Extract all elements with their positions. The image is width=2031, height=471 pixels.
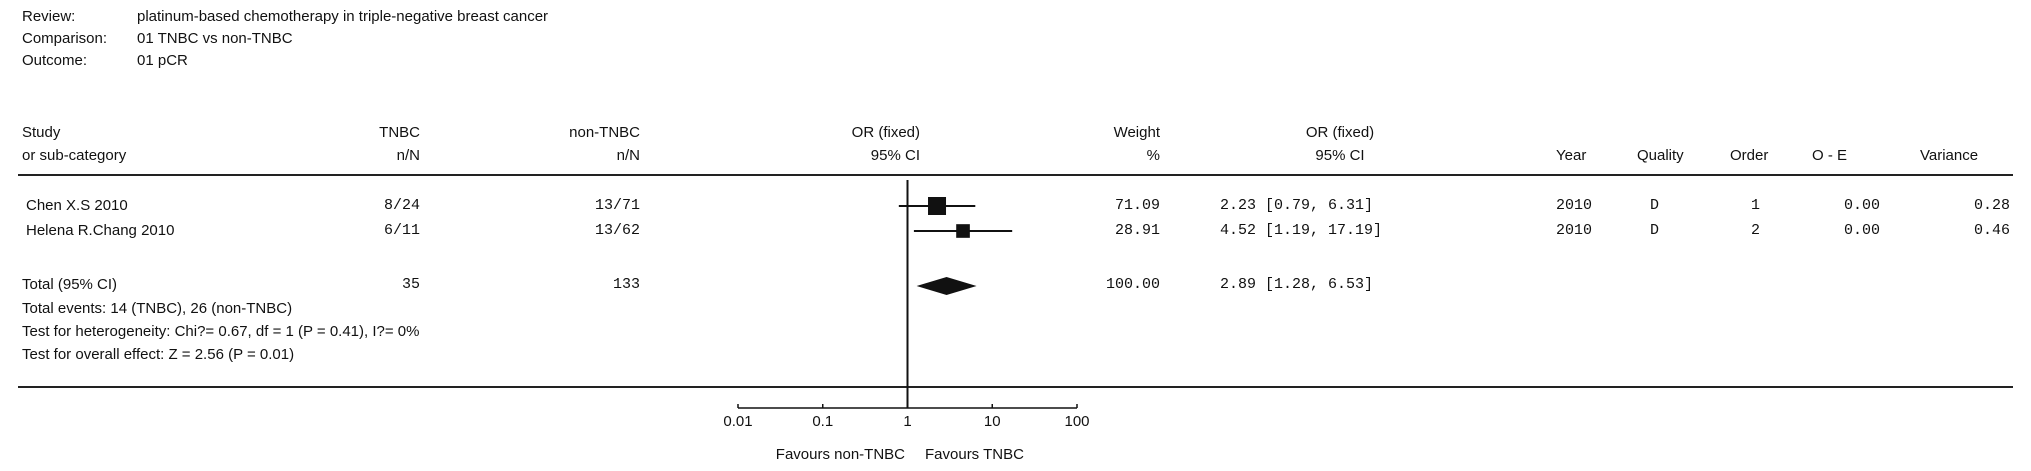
header-oe: O - E: [1812, 147, 1848, 164]
study-year: 2010: [1556, 197, 1593, 214]
study-tnbc: 6/11: [383, 222, 420, 239]
study-quality: D: [1650, 197, 1660, 214]
header-or-plot: OR (fixed): [851, 124, 920, 141]
total-label: Total (95% CI): [22, 276, 118, 293]
footnote-heterogeneity: Test for heterogeneity: Chi?= 0.67, df =…: [22, 323, 420, 340]
study-or-ci: 2.23 [0.79, 6.31]: [1220, 197, 1374, 214]
total-tnbc: 35: [401, 276, 420, 293]
meta-comparison-label: Comparison:: [22, 30, 108, 47]
study-year: 2010: [1556, 222, 1593, 239]
x-tick-label: 0.01: [723, 413, 752, 430]
study-name: Chen X.S 2010: [26, 197, 128, 214]
study-weight: 71.09: [1114, 197, 1160, 214]
study-variance: 0.28: [1973, 197, 2010, 214]
total-or-ci: 2.89 [1.28, 6.53]: [1220, 276, 1374, 293]
header-nontnbc: non-TNBC: [569, 124, 640, 141]
header-tnbc: TNBC: [379, 124, 420, 141]
header-variance: Variance: [1920, 147, 1979, 164]
x-tick-label: 0.1: [812, 413, 833, 430]
x-tick-label: 10: [984, 413, 1001, 430]
total-weight: 100.00: [1105, 276, 1160, 293]
header-study: Study: [22, 124, 61, 141]
meta-comparison-value: 01 TNBC vs non-TNBC: [137, 30, 293, 47]
study-variance: 0.46: [1973, 222, 2010, 239]
header-or-text: OR (fixed): [1305, 124, 1375, 141]
favours-left-label: Favours non-TNBC: [775, 446, 905, 463]
study-tnbc: 8/24: [383, 197, 420, 214]
x-tick-label: 100: [1064, 413, 1089, 430]
study-oe: 0.00: [1843, 222, 1880, 239]
header-weight: Weight: [1113, 124, 1160, 141]
footnote-events: Total events: 14 (TNBC), 26 (non-TNBC): [22, 300, 293, 317]
meta-review-label: Review:: [22, 8, 76, 25]
header-weight-sub: %: [1146, 147, 1160, 164]
header-year: Year: [1556, 147, 1587, 164]
meta-outcome-value: 01 pCR: [137, 52, 188, 69]
study-or-ci: 4.52 [1.19, 17.19]: [1220, 222, 1383, 239]
point-estimate: [928, 197, 947, 215]
study-name: Helena R.Chang 2010: [26, 222, 175, 239]
header-order: Order: [1730, 147, 1769, 164]
header-tnbc-sub: n/N: [396, 147, 420, 164]
total-nontnbc: 133: [612, 276, 640, 293]
header-or-plot-sub: 95% CI: [870, 147, 920, 164]
footer-rule: [18, 386, 2013, 388]
footnote-overall-effect: Test for overall effect: Z = 2.56 (P = 0…: [22, 346, 295, 363]
header-or-text-sub: 95% CI: [1315, 147, 1365, 164]
study-quality: D: [1650, 222, 1660, 239]
study-order: 1: [1750, 197, 1760, 214]
meta-review-value: platinum-based chemotherapy in triple-ne…: [137, 8, 549, 25]
x-tick-label: 1: [903, 413, 911, 430]
favours-right-label: Favours TNBC: [925, 446, 1024, 463]
header-quality: Quality: [1637, 147, 1684, 164]
study-weight: 28.91: [1114, 222, 1160, 239]
study-oe: 0.00: [1843, 197, 1880, 214]
meta-outcome-label: Outcome:: [22, 52, 88, 69]
pooled-diamond: [916, 277, 977, 295]
header-rule: [18, 174, 2013, 176]
study-nontnbc: 13/71: [594, 197, 640, 214]
study-order: 2: [1750, 222, 1760, 239]
study-nontnbc: 13/62: [594, 222, 640, 239]
point-estimate: [956, 224, 970, 238]
header-nontnbc-sub: n/N: [616, 147, 640, 164]
header-study-sub: or sub-category: [22, 147, 127, 164]
